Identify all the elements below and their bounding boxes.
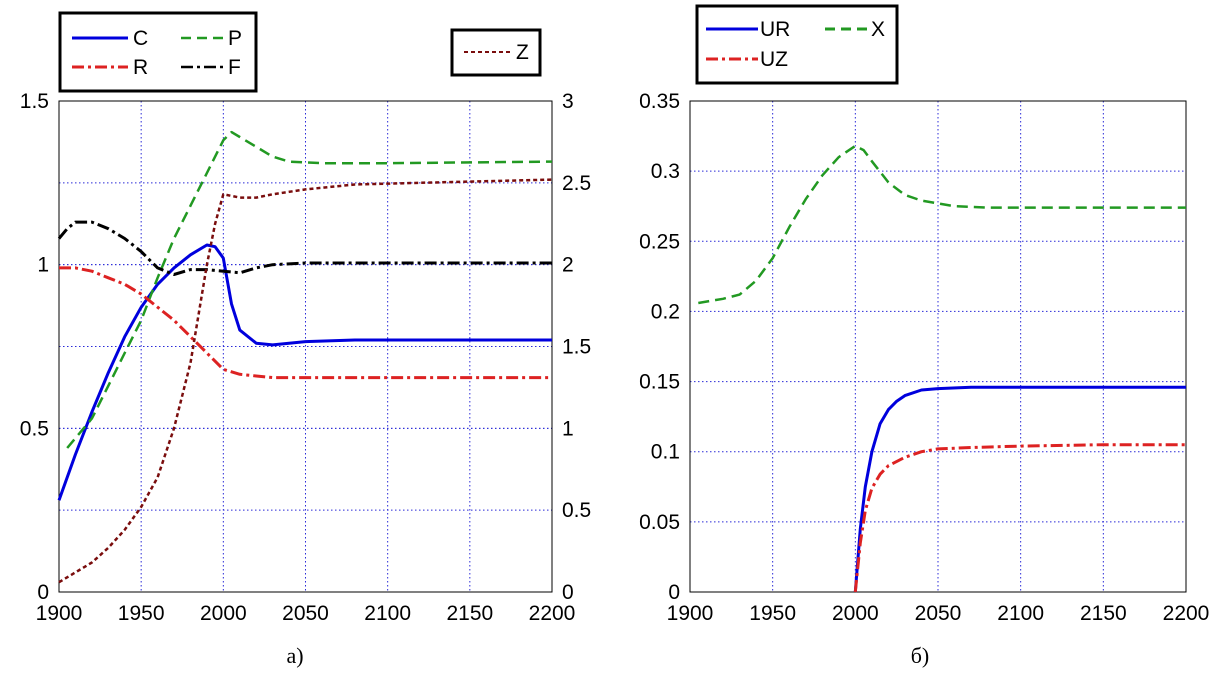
chart-b-ytick-left-0.1: 0.1 — [651, 441, 680, 464]
legend-label-f: F — [228, 56, 241, 79]
chart-b-plot-frame — [689, 100, 1187, 593]
chart-a-xtick-1950: 1950 — [118, 602, 165, 625]
chart-a-ytick-right-0: 0 — [562, 581, 574, 604]
chart-a-legend-right: Z — [450, 28, 542, 77]
chart-a-caption: а) — [286, 643, 303, 668]
chart-a-legend-main: C P R F — [58, 11, 258, 93]
chart-a-ytick-right-0.5: 0.5 — [562, 499, 591, 522]
chart-b-ytick-left-0.2: 0.2 — [651, 300, 680, 323]
chart-a-ytick-left-0: 0 — [37, 581, 49, 604]
chart-a-tick-labels: 1900 1950 2000 2050 2100 2150 220000.511.500.5… — [20, 90, 591, 625]
chart-a-ytick-left-0.5: 0.5 — [20, 417, 49, 440]
chart-a-series-c — [57, 243, 552, 501]
chart-a-grid — [59, 101, 552, 592]
legend-label-p: P — [228, 27, 242, 50]
chart-a-xtick-2100: 2100 — [364, 602, 411, 625]
chart-b-ytick-left-0.3: 0.3 — [651, 160, 680, 183]
legend-label-r: R — [133, 56, 148, 79]
chart-b-xtick-1950: 1950 — [749, 602, 796, 625]
chart-a-series-z — [58, 178, 553, 584]
chart-a-ytick-left-1.5: 1.5 — [20, 90, 49, 113]
chart-b-grid — [690, 101, 1186, 592]
chart-b-series-x — [698, 144, 1186, 305]
chart-a-ytick-right-1.5: 1.5 — [562, 336, 591, 359]
legend-label-ur: UR — [760, 18, 790, 41]
chart-b-xtick-2200: 2200 — [1163, 602, 1210, 625]
chart-a-ytick-right-2.5: 2.5 — [562, 172, 591, 195]
chart-a-xtick-1900: 1900 — [36, 602, 83, 625]
chart-b-xtick-1900: 1900 — [667, 602, 714, 625]
chart-b-ytick-left-0.05: 0.05 — [639, 511, 680, 534]
chart-a-ytick-right-2: 2 — [562, 254, 574, 277]
chart-a-xtick-2000: 2000 — [200, 602, 247, 625]
chart-a-series-f — [57, 220, 552, 276]
chart-a-ytick-right-3: 3 — [562, 90, 574, 113]
chart-a-series-r — [59, 266, 552, 380]
chart-a-xtick-2050: 2050 — [282, 602, 329, 625]
chart-b-tick-labels: 1900 1950 2000 2050 2100 2150 2200 0 0.05 0.1 0.15… — [639, 90, 1209, 625]
chart-b-caption: б) — [911, 643, 930, 668]
legend-label-c: C — [133, 27, 148, 50]
chart-b-ytick-left-0.35: 0.35 — [639, 90, 680, 113]
chart-a-series-group — [57, 130, 553, 584]
chart-a: 1900 1950 2000 2050 2100 2150 220000.511.500.5… — [20, 11, 591, 668]
chart-a-xtick-2150: 2150 — [446, 602, 493, 625]
chart-a-ytick-right-1: 1 — [562, 417, 574, 440]
chart-b-ytick-left-0.25: 0.25 — [639, 230, 680, 253]
chart-b-xtick-2050: 2050 — [915, 602, 962, 625]
legend-label-uz: UZ — [760, 48, 788, 71]
chart-b-xtick-2100: 2100 — [997, 602, 1044, 625]
legend-label-x: X — [871, 18, 885, 41]
chart-b-series-ur — [853, 385, 1186, 593]
legend-label-z: Z — [516, 41, 529, 64]
chart-a-series-p — [66, 130, 553, 449]
chart-b-xtick-2000: 2000 — [832, 602, 879, 625]
chart-b-series-group — [698, 144, 1186, 593]
chart-b-ytick-left-0: 0 — [668, 581, 680, 604]
chart-a-xtick-2200: 2200 — [529, 602, 576, 625]
chart-b-xtick-2150: 2150 — [1080, 602, 1127, 625]
chart-b: 1900 1950 2000 2050 2100 2150 2200 0 0.05 0.1 0.15… — [639, 4, 1209, 668]
chart-b-ytick-left-0.15: 0.15 — [639, 371, 680, 394]
chart-a-ytick-left-1: 1 — [37, 254, 49, 277]
chart-b-series-uz — [853, 443, 1186, 593]
chart-b-legend: UR X UZ — [695, 4, 899, 85]
chart-a-plot-frame — [58, 100, 553, 593]
